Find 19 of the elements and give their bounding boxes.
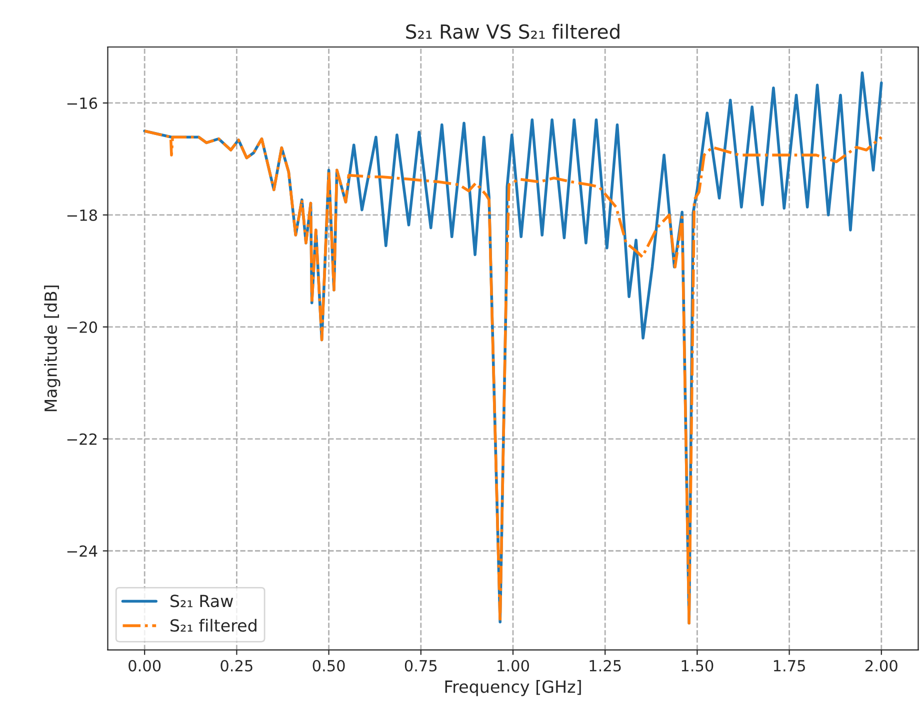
x-tick-label: 0.00 xyxy=(128,660,161,672)
x-axis-title: Frequency [GHz] xyxy=(445,680,581,696)
y-axis-title: Magnitude [dB] xyxy=(44,286,60,412)
legend-label: S₂₁ Raw xyxy=(170,594,234,608)
x-tick-label: 1.75 xyxy=(774,660,805,672)
y-tick-label: −18 xyxy=(67,209,97,221)
chart-title: S₂₁ Raw VS S₂₁ filtered xyxy=(406,24,620,39)
legend-label: S₂₁ filtered xyxy=(170,618,256,632)
y-tick-label: −22 xyxy=(67,433,97,445)
y-tick-label: −24 xyxy=(67,545,98,557)
x-tick-label: 2.00 xyxy=(866,660,898,672)
x-tick-label: 0.25 xyxy=(220,660,252,672)
y-tick-label: −20 xyxy=(67,321,98,333)
x-tick-label: 1.25 xyxy=(590,660,621,672)
x-tick-label: 1.00 xyxy=(498,660,529,672)
x-tick-label: 0.75 xyxy=(404,660,437,672)
y-tick-label: −16 xyxy=(67,97,98,110)
x-tick-label: 0.50 xyxy=(312,660,345,672)
x-tick-label: 1.50 xyxy=(682,660,714,672)
